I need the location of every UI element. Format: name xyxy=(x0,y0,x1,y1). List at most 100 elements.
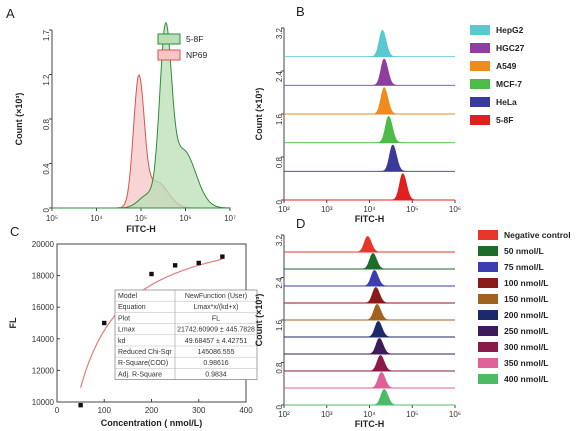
legend-swatch xyxy=(470,97,490,107)
y-tick-label: 0 xyxy=(42,207,51,212)
legend-swatch xyxy=(470,25,490,35)
x-tick-label: 10³ xyxy=(321,205,333,214)
legend-swatch xyxy=(478,374,498,384)
table-value: FL xyxy=(212,315,220,322)
ridge-negative-control xyxy=(352,236,383,253)
legend-swatch xyxy=(470,79,490,89)
y-tick-label: 3.2 xyxy=(275,234,284,246)
panel-b: B 10² 10³ 10⁴ 10⁵ 10⁶ 0 0.8 1.6 2.4 3.2 FITC-H Count… xyxy=(254,4,525,224)
y-axis-title: Count (×10³) xyxy=(254,294,264,347)
legend-label: HepG2 xyxy=(496,25,524,35)
panel-label: B xyxy=(296,4,305,19)
x-tick-label: 10⁶ xyxy=(449,410,461,419)
table-key: Model xyxy=(118,293,138,300)
panel-label: A xyxy=(6,6,15,21)
y-tick-label: 0.8 xyxy=(42,118,51,130)
panel-label: D xyxy=(296,216,305,231)
ridge-200-nmol-l xyxy=(363,321,394,338)
x-axis-title: FITC-H xyxy=(355,419,385,429)
legend-label: Negative control xyxy=(504,230,571,240)
table-key: R-Square(COD) xyxy=(118,360,168,367)
ridge-5-8f xyxy=(387,173,418,201)
table-key: kd xyxy=(118,338,126,345)
x-tick-label: 10⁴ xyxy=(363,410,376,419)
table-key: Equation xyxy=(118,304,146,311)
legend-swatch xyxy=(478,342,498,352)
ridge-400-nmol-l xyxy=(369,389,400,406)
x-tick-label: 10⁷ xyxy=(224,214,236,223)
panel-c: C 0 100 200 300 400 10000 12000 14000 16000 18000 2… xyxy=(8,224,258,428)
legend-label: 300 nmol/L xyxy=(504,342,548,352)
legend-swatch xyxy=(470,43,490,53)
legend-label: 200 nmol/L xyxy=(504,310,548,320)
ridge-300-nmol-l xyxy=(365,355,396,372)
legend-label: HeLa xyxy=(496,97,517,107)
y-tick-label: 1.7 xyxy=(42,29,51,41)
legend-swatch xyxy=(478,262,498,272)
panel-a: A 10⁵ 10⁴ 10⁵ 10⁶ 10⁷ 0 0.4 0.8 1.2 1.7 FITC-H Count… xyxy=(6,6,236,234)
ridge-hgc27 xyxy=(368,58,400,86)
legend-label: 400 nmol/L xyxy=(504,374,548,384)
legend-swatch xyxy=(470,115,490,125)
x-tick-label: 10⁶ xyxy=(449,205,461,214)
legend-swatch xyxy=(478,246,498,256)
legend-swatch xyxy=(478,278,498,288)
x-tick-label: 0 xyxy=(55,406,60,415)
x-tick-label: 10⁵ xyxy=(406,410,418,419)
data-point xyxy=(78,402,83,408)
y-tick-label: 14000 xyxy=(32,335,55,344)
y-tick-label: 2.4 xyxy=(275,70,284,82)
x-tick-label: 10⁵ xyxy=(46,214,58,223)
ridge-hepg2 xyxy=(366,29,398,57)
y-tick-label: 18000 xyxy=(32,272,55,281)
x-axis-title: FITC-H xyxy=(355,214,385,224)
legend-swatch xyxy=(478,326,498,336)
table-key: Lmax xyxy=(118,327,136,334)
y-axis-title: Count (×10³) xyxy=(254,88,264,141)
table-value: Lmax*x/(kd+x) xyxy=(194,304,239,311)
legend-swatch xyxy=(157,33,181,45)
legend-label: 5-8F xyxy=(496,115,513,125)
legend-label: HGC27 xyxy=(496,43,525,53)
y-tick-label: 12000 xyxy=(32,366,55,375)
y-tick-label: 0.8 xyxy=(275,362,284,374)
x-tick-label: 300 xyxy=(192,406,206,415)
data-point xyxy=(102,320,107,326)
ridge-150-nmol-l xyxy=(361,304,393,321)
x-tick-label: 10⁵ xyxy=(135,214,147,223)
y-tick-label: 10000 xyxy=(32,398,55,407)
x-tick-label: 200 xyxy=(145,406,159,415)
legend-label: 50 nmol/L xyxy=(504,246,544,256)
x-tick-label: 10² xyxy=(278,205,290,214)
legend-label: 100 nmol/L xyxy=(504,278,548,288)
panel-label: C xyxy=(10,224,19,239)
x-axis-title: FITC-H xyxy=(126,224,156,234)
ridge-a549 xyxy=(369,87,400,115)
x-tick-label: 10⁴ xyxy=(363,205,376,214)
table-value: 145086.555 xyxy=(198,349,235,356)
data-point xyxy=(172,263,178,268)
legend-swatch xyxy=(478,230,498,240)
table-value: 0.98616 xyxy=(203,360,228,367)
table-value: NewFunction (User) xyxy=(185,293,247,300)
ridge-100-nmol-l xyxy=(360,287,391,304)
legend-swatch xyxy=(478,294,498,304)
x-tick-label: 10⁵ xyxy=(406,205,418,214)
ridge-50-nmol-l xyxy=(357,253,388,270)
x-axis-title: Concentration ( nmol/L) xyxy=(101,418,203,428)
data-point xyxy=(149,271,154,277)
y-tick-label: 1.6 xyxy=(275,319,284,331)
table-key: Reduced Chi-Sqr xyxy=(118,349,172,356)
y-tick-label: 2.4 xyxy=(275,277,284,289)
x-tick-label: 10⁶ xyxy=(179,214,191,223)
x-tick-label: 100 xyxy=(98,406,112,415)
y-tick-label: 0 xyxy=(275,199,284,204)
data-point xyxy=(220,254,225,259)
x-tick-label: 10⁴ xyxy=(90,214,103,223)
table-value: 0.9834 xyxy=(205,371,227,378)
x-tick-label: 10² xyxy=(278,410,290,419)
table-value: 49.68457 ± 4.42751 xyxy=(185,338,247,345)
table-key: Adj. R-Square xyxy=(118,371,162,378)
ridge-350-nmol-l xyxy=(366,372,397,389)
ridge-250-nmol-l xyxy=(364,338,395,355)
